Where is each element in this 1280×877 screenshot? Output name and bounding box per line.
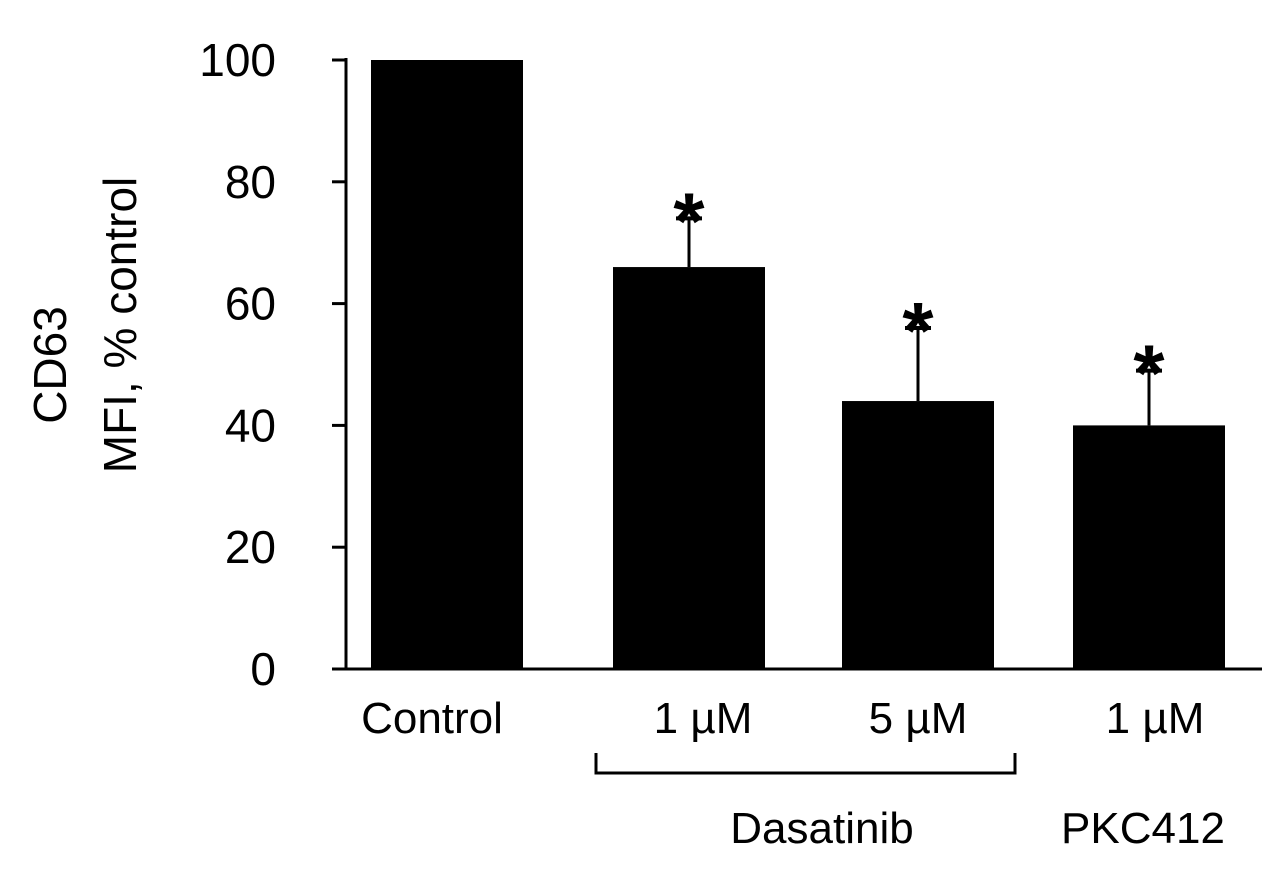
bar <box>613 267 765 669</box>
y-tick-label: 60 <box>225 278 276 330</box>
bar <box>371 60 523 669</box>
y-axis-label-line2: MFI, % control <box>94 177 146 474</box>
group-label: PKC412 <box>1061 804 1225 853</box>
significance-star: * <box>1133 329 1165 418</box>
y-tick-label: 20 <box>225 521 276 573</box>
y-axis-label: CD63 MFI, % control <box>24 177 146 474</box>
bar <box>1073 425 1225 669</box>
significance-star: * <box>902 286 934 375</box>
y-tick-label: 40 <box>225 399 276 451</box>
bar <box>842 401 994 669</box>
category-label: 5 µM <box>869 694 968 743</box>
category-label: Control <box>361 694 503 743</box>
significance-star: * <box>673 176 705 265</box>
group-bracket <box>594 753 1017 775</box>
y-tick-label: 100 <box>199 34 276 86</box>
category-label: 1 µM <box>1106 694 1205 743</box>
y-axis-label-line1: CD63 <box>24 306 76 424</box>
y-tick-label: 80 <box>225 156 276 208</box>
y-tick-label: 0 <box>250 643 276 695</box>
group-label: Dasatinib <box>730 804 913 853</box>
category-label: 1 µM <box>654 694 753 743</box>
